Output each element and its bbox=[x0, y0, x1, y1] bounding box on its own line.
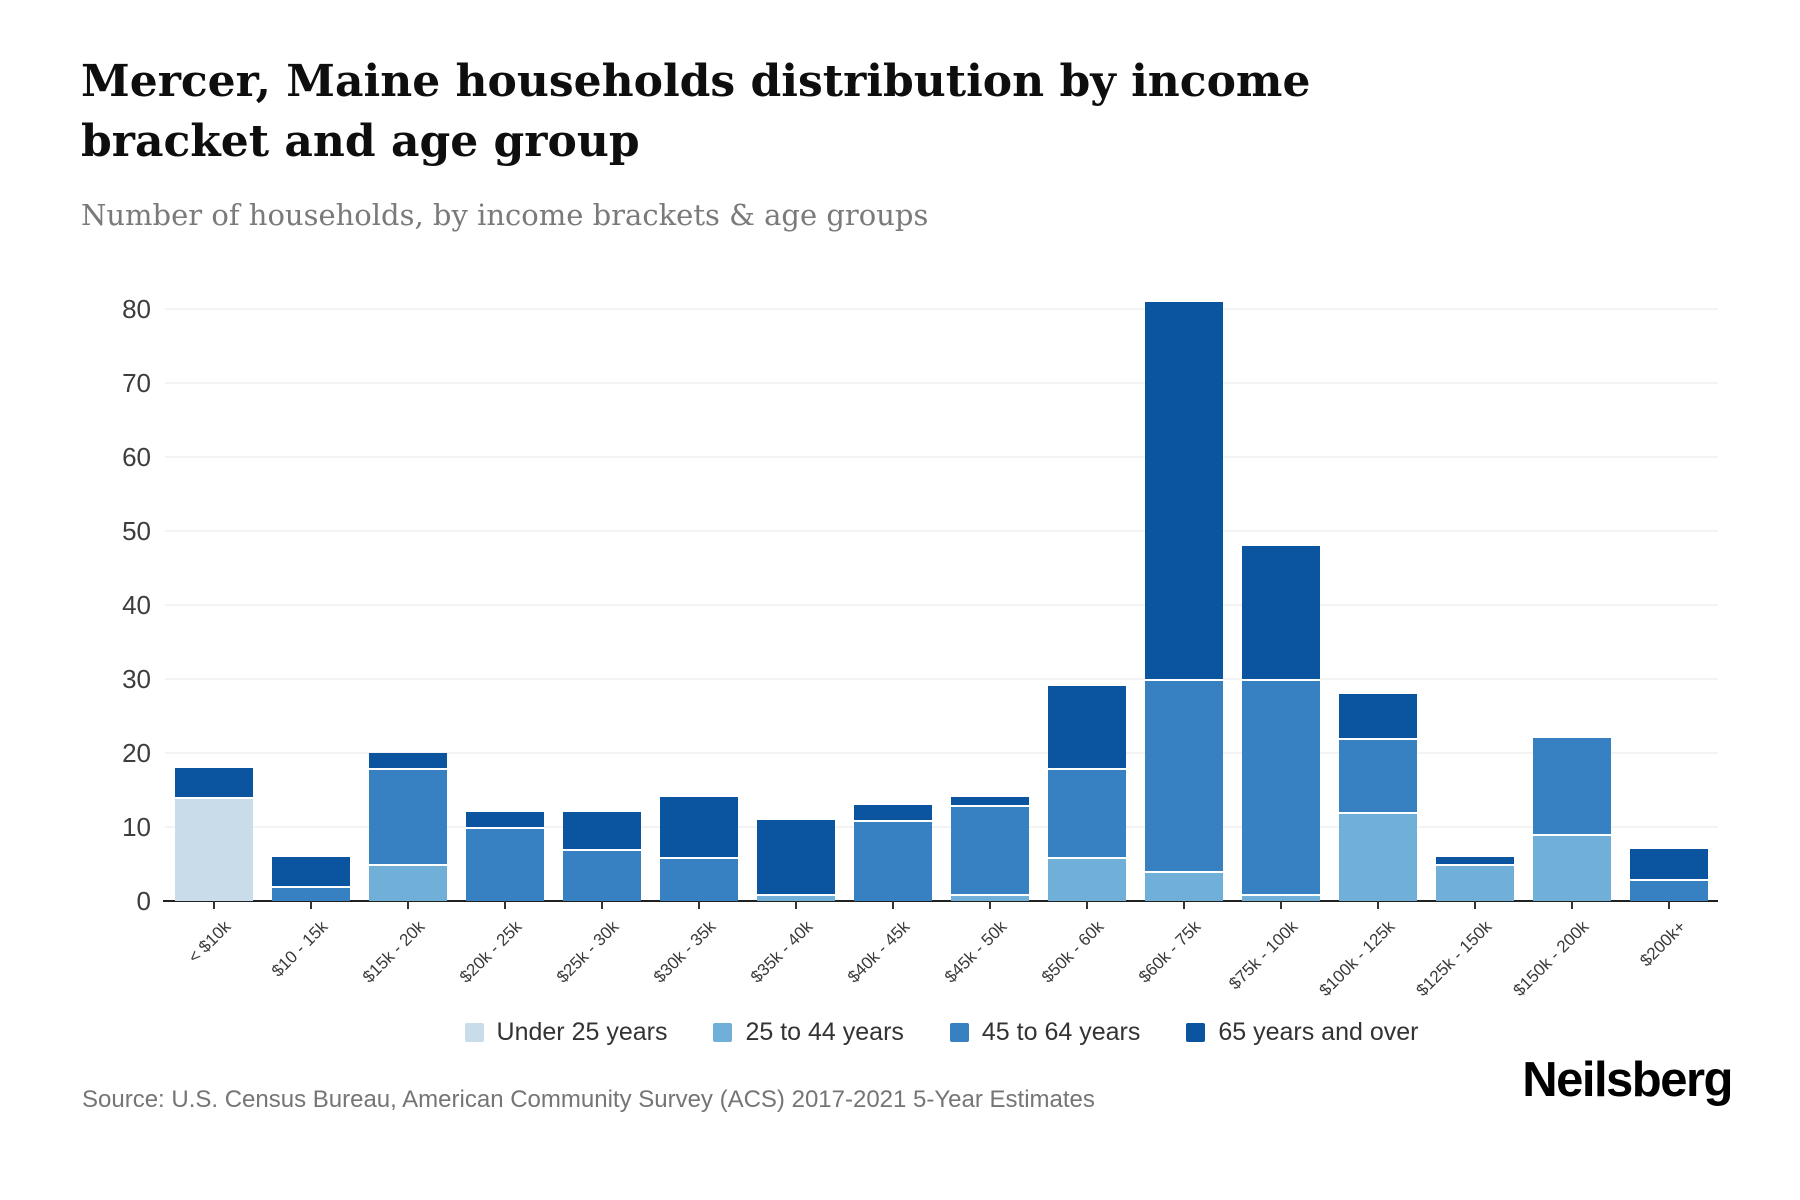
legend-label: 65 years and over bbox=[1218, 1018, 1419, 1046]
x-tick bbox=[503, 901, 506, 909]
bar-segment[interactable] bbox=[951, 797, 1030, 805]
legend-swatch bbox=[464, 1023, 484, 1042]
bar-segment[interactable] bbox=[1242, 545, 1321, 679]
y-tick-label: 0 bbox=[136, 886, 151, 916]
bar-segment[interactable] bbox=[271, 856, 350, 887]
gridline bbox=[165, 308, 1718, 310]
gridline bbox=[165, 530, 1718, 532]
bar-segment[interactable] bbox=[368, 767, 447, 864]
legend-swatch bbox=[949, 1023, 969, 1042]
bar-segment[interactable] bbox=[853, 819, 932, 901]
legend-item[interactable]: Under 25 years bbox=[464, 1018, 668, 1047]
legend: Under 25 years 25 to 44 years 45 to 64 yea… bbox=[165, 1018, 1718, 1047]
plot-area: < $10k $10 - 15k $15k - 20k $20k - 25k $25k … bbox=[163, 241, 1718, 1000]
bar-segment[interactable] bbox=[1242, 679, 1321, 894]
x-tick bbox=[697, 901, 700, 909]
bar-segment[interactable] bbox=[1630, 878, 1709, 901]
x-tick bbox=[794, 901, 797, 909]
y-tick-label: 80 bbox=[122, 294, 151, 324]
bar-segment[interactable] bbox=[1048, 686, 1127, 768]
bar-segment[interactable] bbox=[659, 797, 738, 857]
legend-swatch bbox=[1186, 1023, 1206, 1042]
x-tick bbox=[1571, 901, 1574, 909]
gridline bbox=[165, 752, 1718, 754]
bar-segment[interactable] bbox=[465, 812, 544, 827]
x-tick bbox=[1280, 901, 1283, 909]
legend-item[interactable]: 25 to 44 years bbox=[713, 1018, 904, 1047]
gridline bbox=[165, 382, 1718, 384]
x-tick bbox=[989, 901, 992, 909]
bar-segment[interactable] bbox=[1339, 693, 1418, 739]
legend-label: 25 to 44 years bbox=[745, 1018, 904, 1046]
x-tick bbox=[309, 901, 312, 909]
bar-segment[interactable] bbox=[1048, 767, 1127, 857]
neilsberg-logo: Neilsberg bbox=[1522, 1053, 1733, 1107]
gridline bbox=[165, 456, 1718, 458]
chart-title: Mercer, Maine households distribution by… bbox=[81, 56, 1311, 167]
bar-segment[interactable] bbox=[368, 864, 447, 901]
bar-segment[interactable] bbox=[853, 804, 932, 820]
bar-segment[interactable] bbox=[271, 886, 350, 901]
y-tick-label: 20 bbox=[122, 738, 151, 768]
bar-segment[interactable] bbox=[174, 797, 253, 901]
stacked-bar-chart: 0 10 20 30 40 50 60 70 80 < $10k $10 - 15k $15k - … bbox=[55, 241, 1718, 1046]
x-tick bbox=[600, 901, 603, 909]
legend-label: 45 to 64 years bbox=[981, 1018, 1141, 1046]
legend-label: Under 25 years bbox=[496, 1018, 668, 1046]
x-tick bbox=[1086, 901, 1089, 909]
bar-segment[interactable] bbox=[951, 804, 1030, 894]
x-tick bbox=[212, 901, 215, 909]
bar-segment[interactable] bbox=[1436, 856, 1515, 864]
x-tick bbox=[1377, 901, 1380, 909]
bar-segment[interactable] bbox=[1048, 856, 1127, 901]
source-note: Source: U.S. Census Bureau, American Com… bbox=[82, 1086, 1095, 1113]
bar-segment[interactable] bbox=[562, 849, 641, 901]
y-axis: 0 10 20 30 40 50 60 70 80 bbox=[55, 241, 151, 916]
y-tick-label: 50 bbox=[122, 516, 151, 546]
x-tick bbox=[1183, 901, 1186, 909]
x-tick bbox=[406, 901, 409, 909]
gridline bbox=[165, 826, 1718, 828]
bar-segment[interactable] bbox=[1339, 738, 1418, 813]
bar-segment[interactable] bbox=[174, 767, 253, 798]
bar-segment[interactable] bbox=[1533, 834, 1612, 901]
x-tick bbox=[1474, 901, 1477, 909]
y-tick-label: 10 bbox=[122, 812, 151, 842]
gridline bbox=[165, 678, 1718, 680]
x-tick bbox=[1668, 901, 1671, 909]
y-tick-label: 70 bbox=[122, 368, 151, 398]
legend-swatch bbox=[713, 1023, 733, 1042]
bar-segment[interactable] bbox=[1533, 738, 1612, 835]
gridline bbox=[165, 604, 1718, 606]
bar-segment[interactable] bbox=[659, 856, 738, 901]
bar-segment[interactable] bbox=[951, 893, 1030, 901]
bar-segment[interactable] bbox=[562, 812, 641, 850]
x-tick bbox=[891, 901, 894, 909]
bar-segment[interactable] bbox=[1145, 679, 1224, 872]
bar-segment[interactable] bbox=[1145, 871, 1224, 901]
bar-segment[interactable] bbox=[756, 819, 835, 894]
bar-segment[interactable] bbox=[465, 827, 544, 901]
y-tick-label: 40 bbox=[122, 590, 151, 620]
legend-item[interactable]: 65 years and over bbox=[1186, 1018, 1418, 1047]
bar-segment[interactable] bbox=[1630, 849, 1709, 879]
chart-subtitle: Number of households, by income brackets… bbox=[81, 198, 929, 232]
legend-item[interactable]: 45 to 64 years bbox=[949, 1018, 1141, 1047]
bar-segment[interactable] bbox=[1436, 864, 1515, 901]
bar-segment[interactable] bbox=[1339, 812, 1418, 901]
bar-segment[interactable] bbox=[1145, 301, 1224, 679]
y-tick-label: 60 bbox=[122, 442, 151, 472]
bar-segment[interactable] bbox=[756, 893, 835, 901]
bar-segment[interactable] bbox=[1242, 893, 1321, 901]
x-axis-line bbox=[163, 900, 1718, 902]
y-tick-label: 30 bbox=[122, 664, 151, 694]
bar-segment[interactable] bbox=[368, 753, 447, 768]
